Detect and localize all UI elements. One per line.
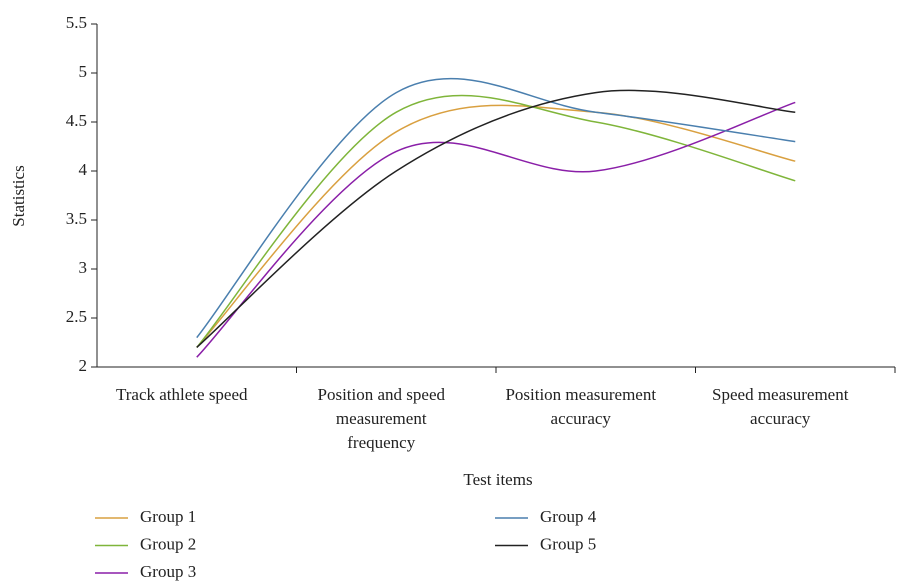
series-line (196, 89, 796, 348)
x-tick-label: Speed measurement accuracy (712, 385, 849, 428)
series-line (196, 101, 796, 358)
legend-label: Group 1 (140, 507, 196, 526)
x-tick-label: Position measurement accuracy (505, 385, 656, 428)
legend-label: Group 4 (540, 507, 597, 526)
y-axis-label: Statistics (9, 165, 28, 226)
series-line (196, 94, 796, 348)
y-tick-label: 5 (79, 62, 88, 81)
y-tick-label: 4.5 (66, 111, 87, 130)
y-tick-label: 3.5 (66, 209, 87, 228)
legend-label: Group 3 (140, 562, 196, 581)
y-tick-label: 2 (79, 356, 88, 375)
y-tick-label: 2.5 (66, 307, 87, 326)
y-tick-label: 4 (79, 160, 88, 179)
legend-label: Group 2 (140, 534, 196, 553)
x-tick-label: Position and speed measurement frequency (318, 385, 446, 452)
series-line (196, 77, 796, 339)
x-tick-label: Track athlete speed (116, 385, 248, 404)
legend-label: Group 5 (540, 534, 596, 553)
series-line (196, 104, 796, 348)
y-tick-label: 3 (79, 258, 88, 277)
y-tick-label: 5.5 (66, 13, 87, 32)
x-axis-label: Test items (463, 470, 532, 489)
